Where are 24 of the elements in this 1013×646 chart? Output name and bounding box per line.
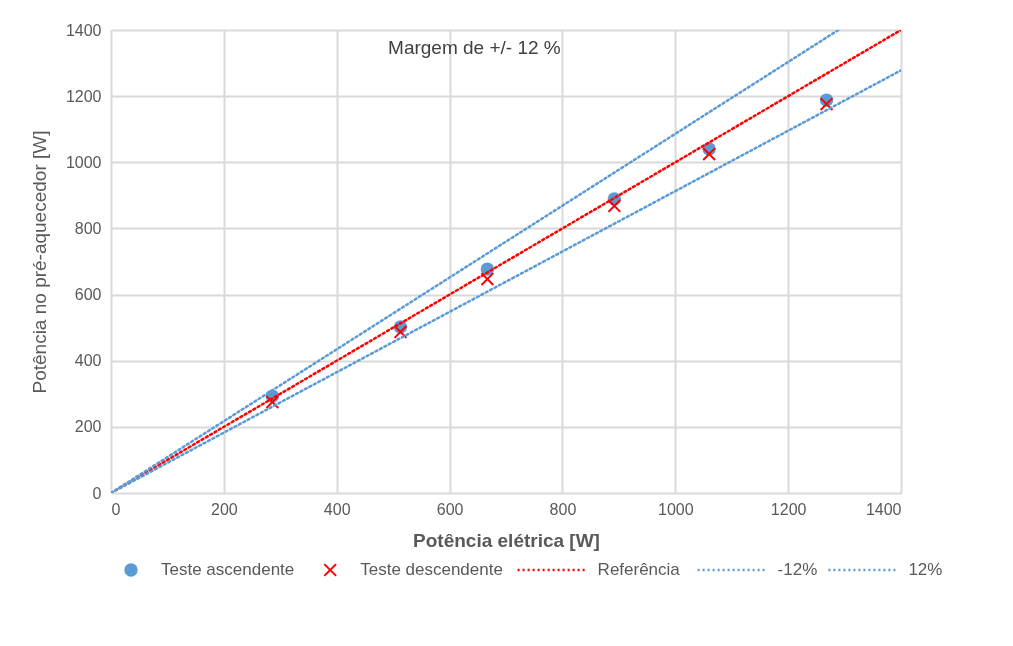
x-tick-label: 600: [436, 500, 464, 518]
y-tick-label: 1000: [65, 153, 102, 171]
y-tick-label: 1200: [65, 87, 102, 105]
annotation: Margem de +/- 12 %: [388, 37, 561, 58]
x-tick-label: 1000: [657, 500, 694, 518]
y-tick-label: 400: [74, 352, 102, 370]
legend-label: Teste ascendente: [161, 560, 295, 579]
legend-label: 12%: [908, 560, 943, 579]
y-tick-label: 200: [74, 418, 102, 436]
x-tick-label: 1400: [865, 500, 902, 518]
x-axis-title: Potência elétrica [W]: [413, 529, 600, 551]
y-tick-label: 1400: [65, 21, 102, 39]
x-tick-label: 0: [111, 500, 121, 518]
x-tick-label: 200: [211, 500, 238, 518]
legend-label: -12%: [777, 560, 818, 579]
y-tick-label: 600: [74, 286, 102, 304]
x-tick-label: 800: [549, 500, 577, 518]
legend-label: Teste descendente: [360, 560, 503, 579]
y-tick-label: 800: [74, 219, 102, 237]
y-axis-title: Potência no pré-aquecedor [W]: [28, 130, 50, 394]
legend-label: Referência: [597, 560, 681, 579]
x-tick-label: 1200: [770, 500, 807, 518]
y-tick-label: 0: [92, 484, 102, 502]
x-tick-label: 400: [323, 500, 351, 518]
